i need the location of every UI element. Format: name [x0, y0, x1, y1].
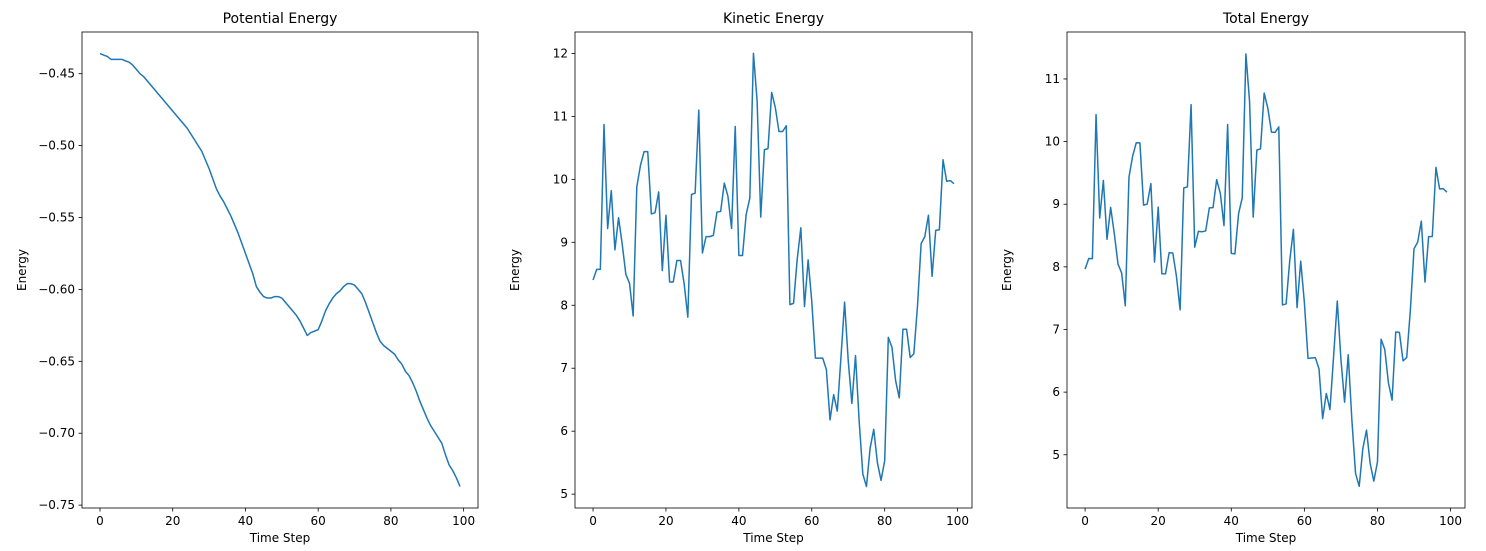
y-tick-label: −0.65: [38, 354, 75, 368]
x-axis-label: Time Step: [1235, 531, 1297, 545]
data-line: [1084, 53, 1448, 488]
x-tick-label: 80: [1370, 514, 1385, 528]
x-axis-label: Time Step: [742, 531, 804, 545]
x-tick-label: 100: [1439, 514, 1462, 528]
y-tick-label: 12: [553, 46, 568, 60]
subplot: Potential Energy Time Step Energy 0 20 40 60 80…: [15, 11, 479, 545]
x-tick-label: 100: [946, 514, 969, 528]
x-tick-label: 80: [877, 514, 892, 528]
x-tick-label: 0: [1081, 514, 1089, 528]
x-tick-label: 20: [658, 514, 673, 528]
x-tick-label: 20: [1151, 514, 1166, 528]
x-tick-label: 0: [589, 514, 597, 528]
x-tick-label: 40: [1224, 514, 1239, 528]
x-tick-label: 40: [731, 514, 746, 528]
y-axis-label: Energy: [15, 249, 29, 291]
subplot-title: Potential Energy: [223, 11, 338, 27]
axes-frame: [81, 31, 479, 509]
y-tick-label: 6: [560, 424, 568, 438]
x-tick-label: 40: [238, 514, 253, 528]
y-tick-label: 6: [1052, 385, 1060, 399]
y-tick-label: 5: [1052, 448, 1060, 462]
y-tick-label: 10: [1045, 135, 1060, 149]
y-tick-label: 9: [560, 235, 568, 249]
data-line: [99, 52, 461, 487]
x-tick-label: 80: [383, 514, 398, 528]
data-line: [592, 52, 955, 488]
subplot-title: Kinetic Energy: [723, 11, 824, 27]
y-tick-label: −0.70: [38, 426, 75, 440]
y-tick-label: 7: [560, 361, 568, 375]
y-tick-label: 8: [560, 298, 568, 312]
y-tick-label: 10: [553, 172, 568, 186]
y-tick-label: 9: [1052, 197, 1060, 211]
subplot: Kinetic Energy Time Step Energy 0 20 40 60 80 10…: [508, 11, 973, 545]
y-tick-label: −0.75: [38, 498, 75, 512]
y-axis-label: Energy: [1000, 249, 1014, 291]
y-tick-label: −0.60: [38, 282, 75, 296]
x-tick-label: 60: [1297, 514, 1312, 528]
y-tick-label: −0.45: [38, 67, 75, 81]
y-tick-label: −0.50: [38, 139, 75, 153]
subplot: Total Energy Time Step Energy 0 20 40 60 80 100 5…: [1000, 11, 1466, 545]
y-tick-label: 8: [1052, 260, 1060, 274]
y-tick-label: 7: [1052, 323, 1060, 337]
y-tick-label: 5: [560, 487, 568, 501]
x-axis-label: Time Step: [249, 531, 311, 545]
y-axis-label: Energy: [508, 249, 522, 291]
x-tick-label: 20: [165, 514, 180, 528]
x-tick-label: 60: [311, 514, 326, 528]
axes-frame: [574, 31, 973, 509]
axes-frame: [1066, 31, 1466, 509]
x-tick-label: 0: [96, 514, 104, 528]
x-tick-label: 100: [452, 514, 475, 528]
subplot-title: Total Energy: [1222, 11, 1309, 27]
x-tick-label: 60: [804, 514, 819, 528]
y-tick-label: 11: [553, 109, 568, 123]
y-tick-label: −0.55: [38, 211, 75, 225]
y-tick-label: 11: [1045, 72, 1060, 86]
